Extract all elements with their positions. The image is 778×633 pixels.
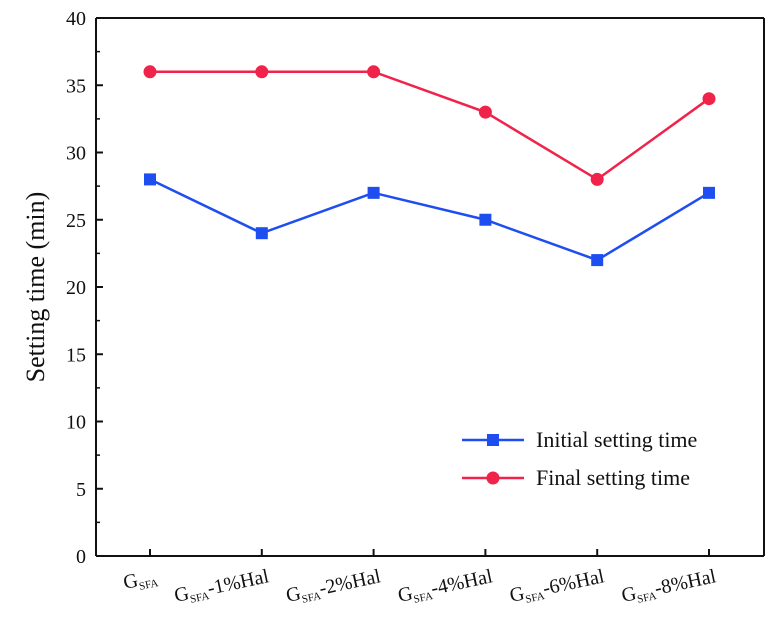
legend-item: Initial setting time xyxy=(462,427,697,452)
y-tick-label: 5 xyxy=(76,479,86,501)
data-point xyxy=(255,65,269,79)
data-point xyxy=(367,186,380,199)
y-tick-label: 15 xyxy=(66,344,86,366)
series-line xyxy=(150,70,710,181)
y-tick-label: 0 xyxy=(76,546,86,568)
legend-marker xyxy=(486,471,500,485)
x-tick-label: GSFA-4%Hal xyxy=(396,565,495,609)
x-axis-ticks: GSFA GSFA-1%Hal GSFA-2%Hal GSFA-4%Hal GSFA-6… xyxy=(121,549,719,609)
data-point xyxy=(590,172,604,186)
y-axis-ticks: 0 5 10 15 20 25 30 35 40 xyxy=(66,8,103,568)
data-point xyxy=(479,213,492,226)
x-tick-label: GSFA-6%Hal xyxy=(508,565,607,609)
x-tick-label: GSFA-1%Hal xyxy=(172,565,271,609)
x-tick-label: GSFA-2%Hal xyxy=(284,565,383,609)
data-point xyxy=(144,173,156,186)
series-layer xyxy=(143,65,716,267)
x-tick-label: GSFA xyxy=(121,565,159,596)
data-point xyxy=(143,65,157,79)
legend-label: Initial setting time xyxy=(536,427,697,452)
data-point xyxy=(255,227,268,240)
x-tick-label: GSFA-8%Hal xyxy=(620,565,719,609)
data-point xyxy=(591,254,604,267)
y-tick-label: 40 xyxy=(66,8,86,30)
series-1 xyxy=(144,173,715,267)
y-tick-label: 10 xyxy=(66,412,86,434)
legend-marker xyxy=(487,434,499,446)
legend-item: Final setting time xyxy=(462,465,690,490)
data-point xyxy=(478,105,492,119)
legend: Initial setting time Final setting time xyxy=(462,427,697,490)
legend-label: Final setting time xyxy=(536,465,690,490)
data-point xyxy=(703,186,715,199)
y-axis-label: Setting time (min) xyxy=(21,192,50,383)
y-tick-label: 35 xyxy=(66,75,86,97)
data-point xyxy=(367,65,381,79)
y-tick-label: 20 xyxy=(66,277,86,299)
data-point xyxy=(702,92,716,106)
series-2 xyxy=(143,65,716,186)
y-tick-label: 25 xyxy=(66,210,86,232)
series-line xyxy=(149,178,710,262)
y-tick-label: 30 xyxy=(66,143,86,165)
